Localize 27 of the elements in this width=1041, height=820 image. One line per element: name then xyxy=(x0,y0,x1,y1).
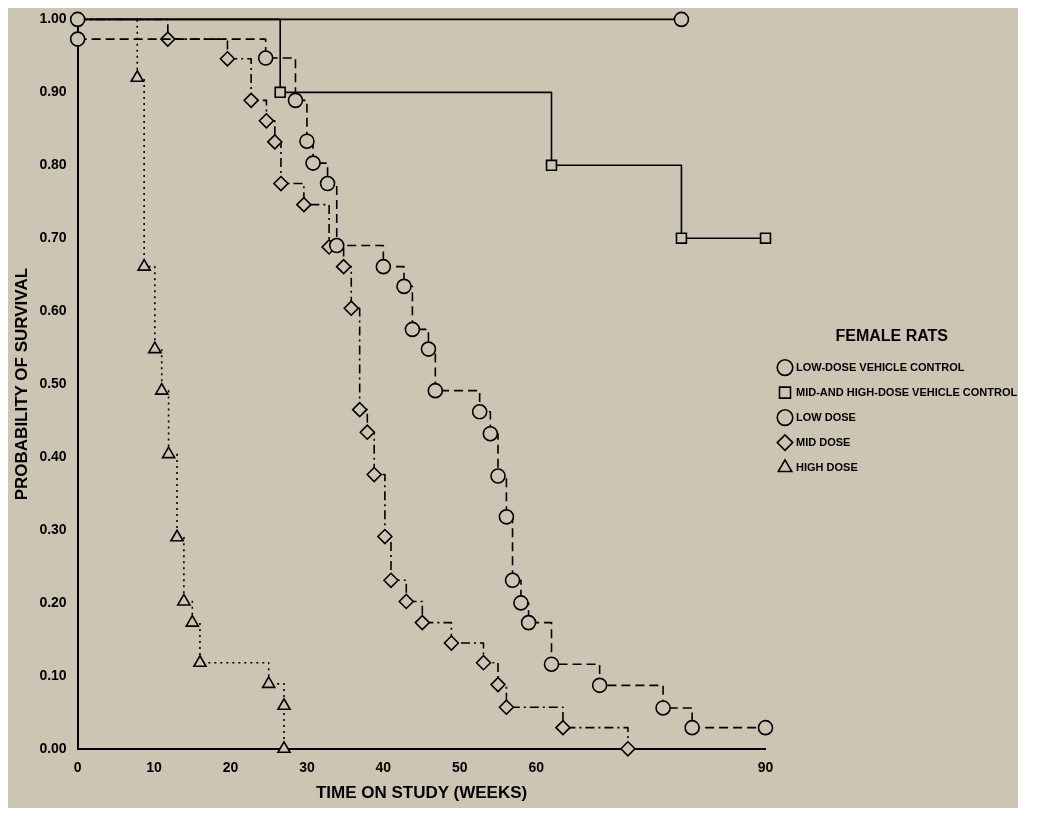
y-tick-label: 0.50 xyxy=(39,374,67,391)
y-tick-label: 0.60 xyxy=(39,302,67,319)
y-tick-label: 1.00 xyxy=(39,10,67,27)
x-axis-title: TIME ON STUDY (WEEKS) xyxy=(315,783,528,803)
x-tick-label: 90 xyxy=(757,759,774,776)
x-tick-label: 10 xyxy=(146,759,163,776)
y-tick-label: 0.80 xyxy=(39,156,67,173)
y-tick-label: 0.20 xyxy=(39,593,67,610)
y-axis-title: PROBABILITY OF SURVIVAL xyxy=(11,267,31,501)
legend-label: MID-AND HIGH-DOSE VEHICLE CONTROL xyxy=(796,385,1018,398)
x-tick-label: 40 xyxy=(375,759,392,776)
x-tick-label: 30 xyxy=(299,759,315,776)
y-tick-label: 0.00 xyxy=(39,739,67,756)
legend-label: MID DOSE xyxy=(796,435,851,448)
y-tick-label: 0.10 xyxy=(39,666,67,683)
x-tick-label: 50 xyxy=(452,759,468,776)
y-tick-label: 0.70 xyxy=(39,229,67,246)
x-tick-label: 60 xyxy=(528,759,545,776)
x-tick-label: 20 xyxy=(222,759,239,776)
legend-label: LOW DOSE xyxy=(796,410,856,423)
legend-title: FEMALE RATS xyxy=(835,327,949,345)
y-tick-label: 0.90 xyxy=(39,83,67,100)
x-tick-label: 0 xyxy=(73,759,82,776)
legend-label: LOW-DOSE VEHICLE CONTROL xyxy=(796,360,965,373)
legend-label: HIGH DOSE xyxy=(796,460,858,473)
y-tick-label: 0.40 xyxy=(39,447,67,464)
y-tick-label: 0.30 xyxy=(39,520,67,537)
